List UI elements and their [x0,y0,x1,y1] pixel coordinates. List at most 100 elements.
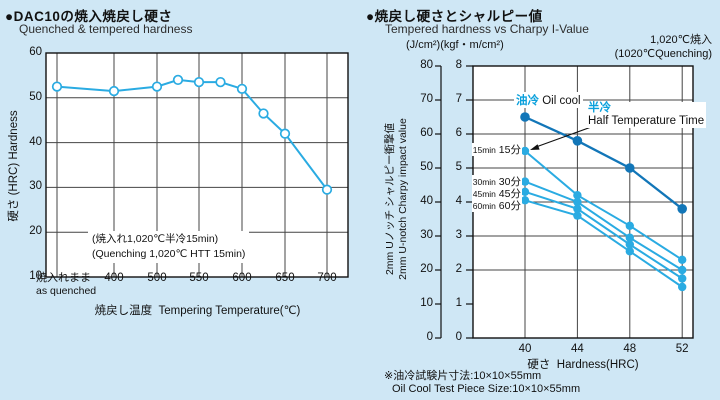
inner-y-tick-label: 1 [455,297,462,309]
footnote-en: Oil Cool Test Piece Size:10×10×55mm [392,383,581,395]
hardness-series-line [56,78,328,191]
legend-oil-cool-jp: 油冷 [516,95,539,107]
inner-y-tick-label: 2 [455,263,462,275]
inner-y-tick-label: 5 [455,161,462,173]
outer-y-tick-label: 30 [420,229,433,241]
right-chart: ●焼戻し硬さとシャルピー値 Tempered hardness vs Charp… [360,0,720,400]
data-point-marker [236,83,248,94]
legend-oil-cool-en: Oil cool [542,95,581,107]
left-chart-title-jp: ●DAC10の焼入焼戻し硬さ [5,9,173,24]
x-tick-label: 48 [623,343,637,355]
inner-y-tick-label: 4 [455,195,462,207]
half-label-arrow-head [530,144,540,150]
half-label-arrow-line [535,125,595,148]
point-label-en: 30min [472,177,496,187]
y-tick-label: 30 [29,180,42,193]
right-chart-units-label: (J/cm²)(kgf・m/cm²) [406,39,504,51]
outer-y-tick-label: 80 [420,59,433,71]
data-point-marker-htt-15min [625,221,634,230]
point-label-jp: 30分 [495,176,521,188]
series-line-htt-15min [524,150,683,261]
right-chart-footnote: ※油冷試験片寸法:10×10×55mm Oil Cool Test Piece … [384,370,580,396]
y-tick-label: 40 [29,135,42,148]
data-point-marker-oil-cool [625,163,635,173]
inner-y-tick-label: 6 [455,127,462,139]
data-point-marker [193,76,205,88]
data-point-marker-htt-15min [573,191,582,200]
data-point-marker-oil-cool [572,136,583,146]
point-label-en: 15min [472,145,496,155]
data-point-marker-htt-60min [678,282,687,292]
outer-y-tick-label: 50 [420,161,433,173]
outer-y-tick-label: 60 [420,127,433,139]
condition-en: (1020℃Quenching) [614,48,712,60]
y-tick-label: 50 [29,90,42,103]
right-chart-x-axis-label: 硬さ Hardness(HRC) [527,359,639,371]
data-point-marker-htt-15min [520,146,530,156]
y-tick-label: 60 [29,46,42,58]
x-tick-label: 700 [317,272,337,284]
right-chart-condition: 1,020℃焼入 (1020℃Quenching) [572,33,712,61]
data-point-marker [215,76,226,88]
data-point-marker-htt-30min [573,197,582,207]
data-point-marker-htt-30min [520,177,530,186]
data-point-marker-oil-cool [520,112,530,122]
series-line-oil-cool [524,115,683,210]
data-point-marker-htt-30min [678,265,687,275]
legend-oil-cool: 油冷 Oil cool [514,92,583,108]
x-tick-label: 550 [189,272,209,284]
x-tick-label: 40 [518,343,532,355]
left-chart-annotation: (焼入れ1,020℃半冷15min) (Quenching 1,020℃ HTT… [88,231,250,263]
data-point-marker-htt-45min [520,187,530,196]
point-label-jp: 15分 [495,144,521,156]
left-chart-plot-area [45,52,349,278]
data-point-marker-htt-45min [573,204,582,213]
data-point-marker-htt-60min [520,196,530,205]
outer-y-tick-label: 10 [420,297,433,309]
data-point-marker [151,81,163,92]
data-point-marker [321,184,333,195]
x-tick-label: 44 [570,343,584,355]
right-chart-title-en: Tempered hardness vs Charpy I-Value [385,22,589,36]
point-label-15min: 15min 15分 [471,143,522,156]
point-label-en: 45min [472,189,496,199]
data-point-marker-htt-15min [678,255,687,264]
annotation-line-jp: (焼入れ1,020℃半冷15min) [92,233,219,245]
series-line-htt-30min [524,180,683,271]
legend-half-jp: 半冷 [588,102,611,114]
outer-y-tick-label: 40 [420,195,433,207]
point-label-jp: 60分 [495,200,521,212]
left-chart-x-axis-label: 焼戻し温度 Tempering Temperature(℃) [94,305,301,317]
left-chart: ●DAC10の焼入焼戻し硬さ Quenched & tempered hardn… [5,9,349,317]
plot-frame [45,52,349,278]
inner-y-tick-label: 3 [455,229,462,241]
y-axis-label-jp: 2mm Uノッチ シャルピー衝撃値 [384,122,396,276]
data-point-marker-htt-45min [678,274,687,283]
point-label-60min: 60min 60分 [471,199,522,212]
annotation-line-en: (Quenching 1,020℃ HTT 15min) [92,248,246,260]
point-label-en: 60min [472,201,496,211]
left-chart-title-en: Quenched & tempered hardness [19,22,193,36]
x-tick-as-quenched: 焼入れまま as quenched [36,272,96,298]
series-line-htt-45min [524,190,683,280]
outer-y-tick-label: 70 [420,93,433,105]
point-label-45min: 45min 45分 [471,187,522,200]
legend-half-en: Half Temperature Time [588,115,705,127]
legend-half-temperature-time: 半冷 Half Temperature Time [586,102,707,128]
data-point-marker-htt-60min [573,211,582,220]
right-chart-title-jp: ●焼戻し硬さとシャルピー値 [366,9,543,24]
outer-y-tick-label: 20 [420,263,433,275]
data-point-marker [51,81,63,92]
data-point-marker [172,74,184,86]
data-point-marker [258,108,269,119]
data-point-marker-htt-60min [625,247,634,256]
footnote-jp: ※油冷試験片寸法:10×10×55mm [384,370,542,382]
x-tick-as-quenched-jp: 焼入れまま [36,272,91,284]
inner-y-tick-label: 7 [455,93,462,105]
x-tick-as-quenched-en: as quenched [36,285,97,297]
x-tick-label: 400 [104,272,124,284]
outer-y-tick-label: 0 [426,331,433,343]
x-tick-label: 52 [675,343,689,355]
inner-y-tick-label: 8 [455,59,462,71]
